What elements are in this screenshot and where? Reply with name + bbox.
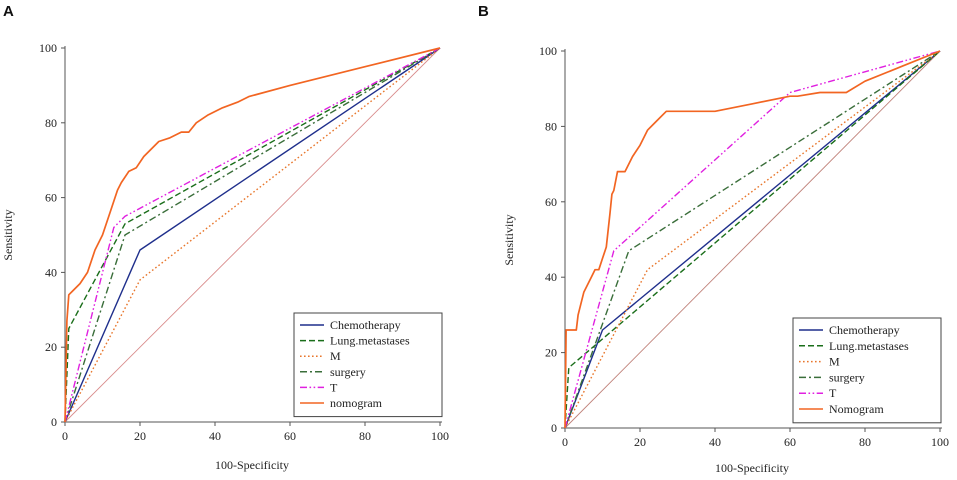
panel-b-label: B xyxy=(478,3,489,20)
panel-b-reference-diagonal xyxy=(564,50,941,429)
panel-b-x-tick-label: 100 xyxy=(931,435,949,449)
panel-b-x-tick-label: 80 xyxy=(859,435,871,449)
panel-b-y-axis-title: Sensitivity xyxy=(502,214,516,265)
panel-b-y-tick-label: 0 xyxy=(551,421,557,435)
panel-a-series-nomogram xyxy=(64,47,441,423)
panel-b-x-tick-label: 40 xyxy=(709,435,721,449)
panel-a-x-tick-label: 60 xyxy=(284,429,296,443)
panel-a-y-tick-label: 40 xyxy=(45,265,57,279)
panel-a-y-tick-label: 100 xyxy=(39,41,57,55)
panel-b-legend xyxy=(792,317,942,424)
panel-b-legend-label: T xyxy=(829,386,837,400)
panel-a-legend-label: nomogram xyxy=(330,396,383,410)
panel-b-x-tick-label: 0 xyxy=(562,435,568,449)
panel-b-series-t xyxy=(564,50,941,429)
panel-b-series-lung-metastases xyxy=(564,50,941,429)
panel-a-legend-label: M xyxy=(330,349,341,363)
panel-a-reference-diagonal xyxy=(64,47,441,423)
panel-b-x-tick-label: 20 xyxy=(634,435,646,449)
panel-a-series-lung-metastases xyxy=(64,47,441,423)
panel-a-series-m xyxy=(64,47,441,423)
panel-b-legend-label: Nomogram xyxy=(829,402,884,416)
panel-b-y-tick-label: 20 xyxy=(545,346,557,360)
panel-a-legend-label: Lung.metastases xyxy=(330,334,410,348)
panel-a-y-tick-label: 0 xyxy=(51,415,57,429)
panel-a-x-tick-label: 80 xyxy=(359,429,371,443)
panel-b-y-tick-label: 100 xyxy=(539,44,557,58)
panel-a-y-tick-label: 60 xyxy=(45,191,57,205)
panel-a-x-axis-title: 100-Specificity xyxy=(215,458,289,472)
panel-b-legend-label: M xyxy=(829,355,840,369)
panel-a-x-tick-label: 40 xyxy=(209,429,221,443)
roc-panel-b: 0 20 40 60 80 100 0 20 40 60 80 100 100-Specificity S… xyxy=(502,44,949,475)
panel-b-y-tick-label: 80 xyxy=(545,119,557,133)
panel-a-legend-label: T xyxy=(330,380,338,394)
panel-b-legend-label: surgery xyxy=(829,370,865,384)
panel-a-x-tick-label: 100 xyxy=(431,429,449,443)
panel-b-series-surgery xyxy=(564,50,941,429)
panel-a-y-axis-title: Sensitivity xyxy=(1,209,15,260)
panel-a-x-tick-label: 20 xyxy=(134,429,146,443)
panel-a-y-tick-label: 20 xyxy=(45,340,57,354)
panel-a-y-tick-label: 80 xyxy=(45,116,57,130)
panel-a-series-t xyxy=(64,47,441,423)
panel-b-y-tick-label: 40 xyxy=(545,270,557,284)
panel-b-x-axis-title: 100-Specificity xyxy=(715,461,789,475)
panel-a-legend xyxy=(293,312,443,418)
panel-b-x-tick-label: 60 xyxy=(784,435,796,449)
panel-a-series-chemotherapy xyxy=(64,47,441,423)
panel-b-y-tick-label: 60 xyxy=(545,195,557,209)
panel-a-x-tick-label: 0 xyxy=(62,429,68,443)
panel-a-legend-label: Chemotherapy xyxy=(330,318,401,332)
roc-panel-a: 0 20 40 60 80 100 0 20 40 60 80 100 100-Specificity S… xyxy=(1,41,449,472)
panel-b-series-nomogram xyxy=(564,50,941,429)
panel-a-label: A xyxy=(3,3,14,20)
panel-b-legend-label: Chemotherapy xyxy=(829,323,900,337)
panel-a-series-surgery xyxy=(64,47,441,423)
panel-b-legend-label: Lung.metastases xyxy=(829,339,909,353)
panel-a-legend-label: surgery xyxy=(330,365,366,379)
